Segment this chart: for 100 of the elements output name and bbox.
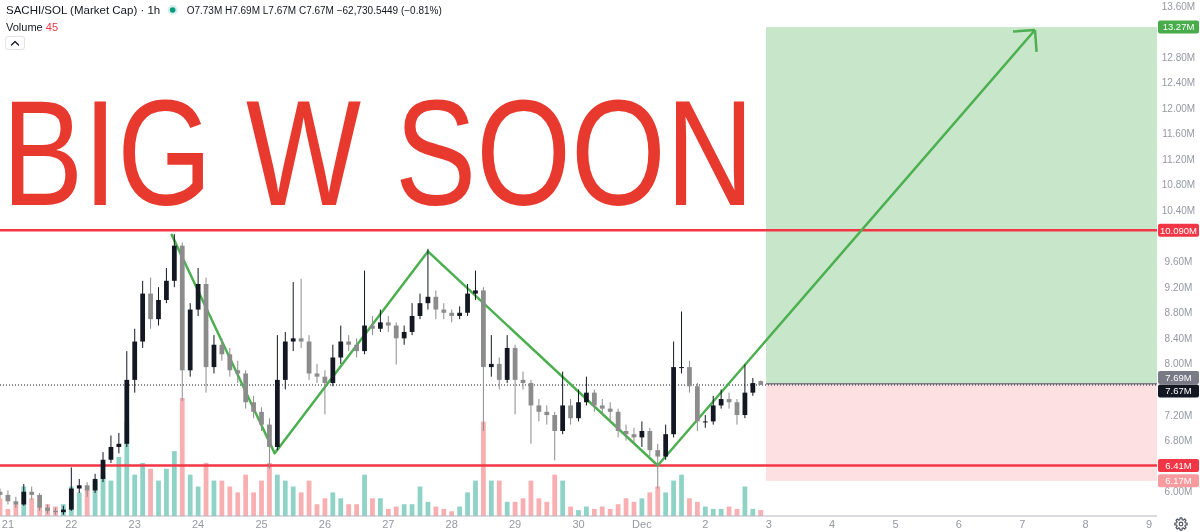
candlestick	[552, 411, 558, 461]
bar	[179, 398, 185, 516]
bar	[544, 501, 550, 516]
y-tick-label: 11.60M	[1162, 128, 1195, 140]
candlestick	[370, 315, 375, 336]
bar	[496, 480, 502, 516]
x-tick-label: 28	[445, 518, 458, 530]
bar	[259, 480, 264, 516]
bar	[171, 451, 177, 516]
bar	[330, 492, 336, 516]
bar	[290, 486, 296, 516]
candlestick	[354, 337, 359, 358]
y-tick-label: 8.80M	[1164, 307, 1193, 319]
bar	[164, 468, 169, 516]
chart-subtitle: O7.73M H7.69M L7.67M C7.67M −62,730.5449 (−0.81%)	[186, 5, 442, 16]
x-tick-label: 2	[702, 518, 709, 530]
x-tick-label: 8	[1082, 518, 1089, 530]
x-tick-label: 3	[765, 518, 772, 530]
candlestick	[687, 360, 692, 394]
band-label: 13.27M	[1162, 21, 1195, 33]
x-tick-label: 7	[1019, 518, 1026, 530]
candlestick	[314, 363, 320, 384]
candlestick	[465, 283, 470, 317]
candlestick	[679, 310, 684, 374]
candlestick	[544, 404, 550, 426]
candlestick	[568, 398, 573, 426]
bar	[156, 480, 161, 516]
x-tick-label: 4	[829, 518, 836, 530]
bar	[615, 504, 621, 516]
x-tick-label: 9	[1146, 518, 1153, 530]
y-tick-label: 10.80M	[1161, 179, 1196, 191]
candlestick	[710, 395, 716, 426]
bar	[362, 474, 367, 516]
y-tick-label: 9.20M	[1164, 281, 1193, 293]
bar	[140, 462, 146, 516]
chart-title: Volume 45	[6, 21, 58, 33]
candlestick	[473, 270, 478, 301]
candlestick	[702, 414, 708, 429]
bar	[243, 474, 249, 516]
bar	[346, 504, 352, 516]
bar	[298, 492, 304, 516]
bar	[552, 474, 558, 516]
y-tick-label: 8.00M	[1164, 358, 1193, 370]
x-tick-label: 25	[255, 518, 268, 530]
bar	[560, 480, 566, 516]
candlestick	[378, 309, 383, 333]
bar	[449, 511, 455, 516]
y-tick-label: 11.20M	[1162, 153, 1195, 165]
bar	[251, 492, 256, 516]
annotation: BIG W SOON	[2, 68, 754, 237]
candlestick	[647, 427, 653, 458]
bar	[671, 480, 676, 516]
bar	[481, 421, 486, 516]
candlestick	[401, 325, 407, 346]
candlestick	[607, 401, 613, 422]
ref-line-label: 7.69M	[1165, 371, 1192, 383]
chart-title: SACHI/SOL (Market Cap) · 1h	[6, 4, 161, 16]
bar	[235, 492, 241, 516]
bar	[504, 501, 510, 516]
y-tick-label: 13.60M	[1161, 0, 1196, 12]
candlestick	[591, 388, 597, 413]
y-tick-label: 10.40M	[1161, 205, 1196, 217]
bar	[227, 486, 233, 516]
candlestick	[338, 325, 344, 365]
bar	[694, 501, 700, 516]
y-tick-label: 12.40M	[1161, 77, 1196, 89]
candlestick	[488, 334, 494, 378]
candlestick	[259, 406, 264, 432]
x-tick-label: 30	[572, 518, 585, 530]
candlestick	[164, 267, 169, 304]
y-tick-label: 8.40M	[1164, 332, 1193, 344]
y-tick-label: 12.00M	[1161, 102, 1196, 114]
candlestick	[536, 398, 542, 422]
candlestick	[663, 424, 669, 461]
bar	[687, 498, 692, 516]
candlestick	[251, 395, 256, 419]
x-tick-label: 22	[65, 518, 78, 530]
bar	[465, 492, 470, 516]
bar	[647, 492, 653, 516]
bar	[267, 462, 272, 516]
candlestick	[576, 388, 581, 422]
bar	[655, 486, 661, 516]
candlestick	[433, 289, 439, 320]
y-tick-label: 6.00M	[1164, 486, 1193, 498]
x-tick-label: Dec	[632, 518, 653, 530]
x-tick-label: 6	[955, 518, 962, 530]
candlestick	[116, 432, 122, 454]
bar	[116, 457, 122, 516]
y-tick-label: 9.60M	[1164, 256, 1193, 268]
candlestick	[615, 408, 621, 438]
x-tick-label: 26	[318, 518, 332, 530]
candlestick	[393, 321, 399, 366]
y-tick-label: 12.80M	[1161, 51, 1196, 63]
bar	[187, 474, 193, 516]
bar	[401, 504, 407, 516]
bar	[354, 504, 359, 516]
ref-line-label: 6.41M	[1165, 459, 1192, 471]
x-tick-label: 27	[382, 518, 395, 530]
x-tick-label: 24	[191, 518, 205, 530]
bar	[338, 498, 344, 516]
